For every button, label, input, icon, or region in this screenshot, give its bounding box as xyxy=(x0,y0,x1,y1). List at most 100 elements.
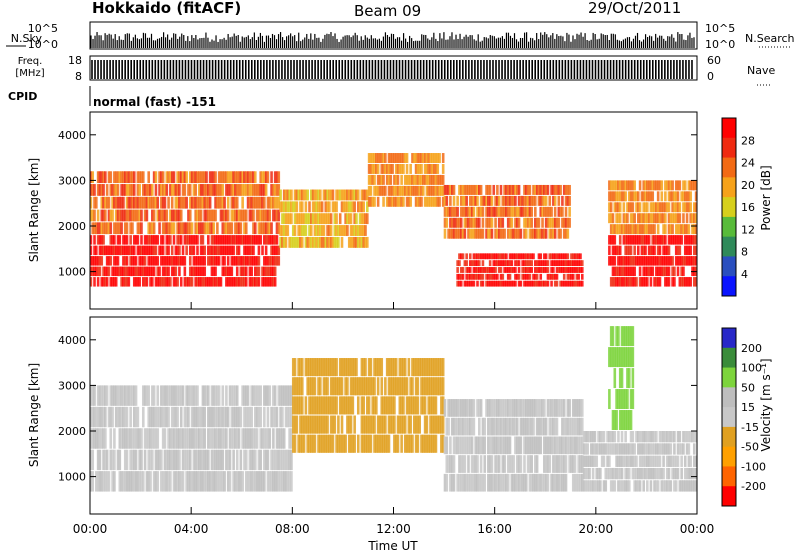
range-gate-cell xyxy=(226,256,230,266)
range-gate-cell xyxy=(235,196,239,209)
range-gate-cell xyxy=(169,171,172,184)
range-gate-cell xyxy=(559,280,562,287)
range-gate-cell xyxy=(674,467,678,480)
range-gate-cell xyxy=(360,189,364,201)
range-gate-cell xyxy=(95,245,98,256)
nsearch-label: N.Search xyxy=(745,32,795,45)
range-gate-cell xyxy=(633,277,636,287)
range-gate-cell xyxy=(691,480,694,492)
range-gate-cell xyxy=(293,358,297,377)
range-gate-cell xyxy=(203,196,207,209)
y-tick-label: 3000 xyxy=(58,379,86,392)
range-gate-cell xyxy=(517,399,521,417)
range-gate-cell xyxy=(629,443,633,455)
range-gate-cell xyxy=(519,253,523,260)
range-gate-cell xyxy=(394,434,398,453)
range-gate-cell xyxy=(317,201,320,213)
range-gate-cell xyxy=(163,385,167,406)
range-gate-cell xyxy=(440,396,443,415)
range-gate-cell xyxy=(571,417,575,436)
range-gate-cell xyxy=(382,434,385,453)
range-gate-cell xyxy=(248,406,252,428)
range-gate-cell xyxy=(440,185,443,196)
range-gate-cell xyxy=(530,267,534,273)
range-gate-cell xyxy=(629,202,633,213)
range-gate-cell xyxy=(662,256,665,266)
range-gate-cell xyxy=(626,368,629,389)
range-gate-cell xyxy=(384,163,387,174)
range-gate-cell xyxy=(534,267,537,273)
range-gate-cell xyxy=(340,236,344,248)
range-gate-cell xyxy=(510,417,514,436)
range-gate-cell xyxy=(326,415,329,434)
range-gate-cell xyxy=(618,256,622,266)
range-gate-cell xyxy=(270,196,273,209)
range-gate-cell xyxy=(555,273,559,280)
range-gate-cell xyxy=(667,467,671,480)
range-gate-cell xyxy=(152,245,156,256)
range-gate-cell xyxy=(422,153,425,163)
range-gate-cell xyxy=(608,256,611,266)
range-gate-cell xyxy=(214,184,217,196)
range-gate-cell xyxy=(320,213,324,225)
range-gate-cell xyxy=(658,443,662,455)
range-gate-cell xyxy=(557,206,561,217)
range-gate-cell xyxy=(266,222,270,235)
range-gate-cell xyxy=(136,184,140,196)
range-gate-cell xyxy=(179,171,183,184)
range-gate-cell xyxy=(149,449,152,471)
range-gate-cell xyxy=(143,209,147,222)
freq-label-line1: Freq. xyxy=(18,56,43,67)
range-gate-cell xyxy=(662,224,665,235)
range-gate-cell xyxy=(234,406,237,428)
range-gate-cell xyxy=(548,195,552,206)
range-gate-cell xyxy=(270,406,273,428)
range-gate-cell xyxy=(230,184,234,196)
range-gate-cell xyxy=(682,224,685,235)
range-gate-cell xyxy=(409,163,412,174)
range-gate-cell xyxy=(132,171,136,184)
range-gate-cell xyxy=(673,277,676,287)
range-gate-cell xyxy=(674,256,678,266)
range-gate-cell xyxy=(286,189,290,201)
range-gate-cell xyxy=(346,213,349,225)
range-gate-cell xyxy=(528,253,532,260)
range-gate-cell xyxy=(559,228,562,239)
range-gate-cell xyxy=(210,209,214,222)
range-gate-cell xyxy=(120,184,123,196)
velocity-colorbar-swatch xyxy=(722,347,736,369)
range-gate-cell xyxy=(183,196,187,209)
range-gate-cell xyxy=(535,280,539,287)
range-gate-cell xyxy=(613,180,617,191)
range-gate-cell xyxy=(257,222,261,235)
range-gate-cell xyxy=(328,213,331,225)
range-gate-cell xyxy=(505,280,508,287)
range-gate-cell xyxy=(264,277,268,287)
range-gate-cell xyxy=(293,225,297,236)
range-gate-cell xyxy=(476,206,479,217)
range-gate-cell xyxy=(627,368,631,389)
range-gate-cell xyxy=(626,235,629,245)
range-gate-cell xyxy=(201,471,205,492)
range-gate-cell xyxy=(187,385,190,406)
range-gate-cell xyxy=(656,467,660,480)
range-gate-cell xyxy=(510,184,514,195)
range-gate-cell xyxy=(689,213,692,224)
range-gate-cell xyxy=(479,436,483,455)
range-gate-cell xyxy=(205,471,208,492)
range-gate-cell xyxy=(151,406,154,428)
range-gate-cell xyxy=(161,266,165,277)
range-gate-cell xyxy=(669,256,673,266)
range-gate-cell xyxy=(618,467,622,480)
range-gate-cell xyxy=(216,385,219,406)
range-gate-cell xyxy=(143,256,147,266)
range-gate-cell xyxy=(476,280,479,287)
range-gate-cell xyxy=(272,471,275,492)
range-gate-cell xyxy=(521,195,524,206)
range-gate-cell xyxy=(291,236,295,248)
range-gate-cell xyxy=(490,267,494,273)
range-gate-cell xyxy=(234,184,237,196)
range-gate-cell xyxy=(644,431,647,443)
range-gate-cell xyxy=(586,455,590,467)
range-gate-cell xyxy=(228,184,232,196)
